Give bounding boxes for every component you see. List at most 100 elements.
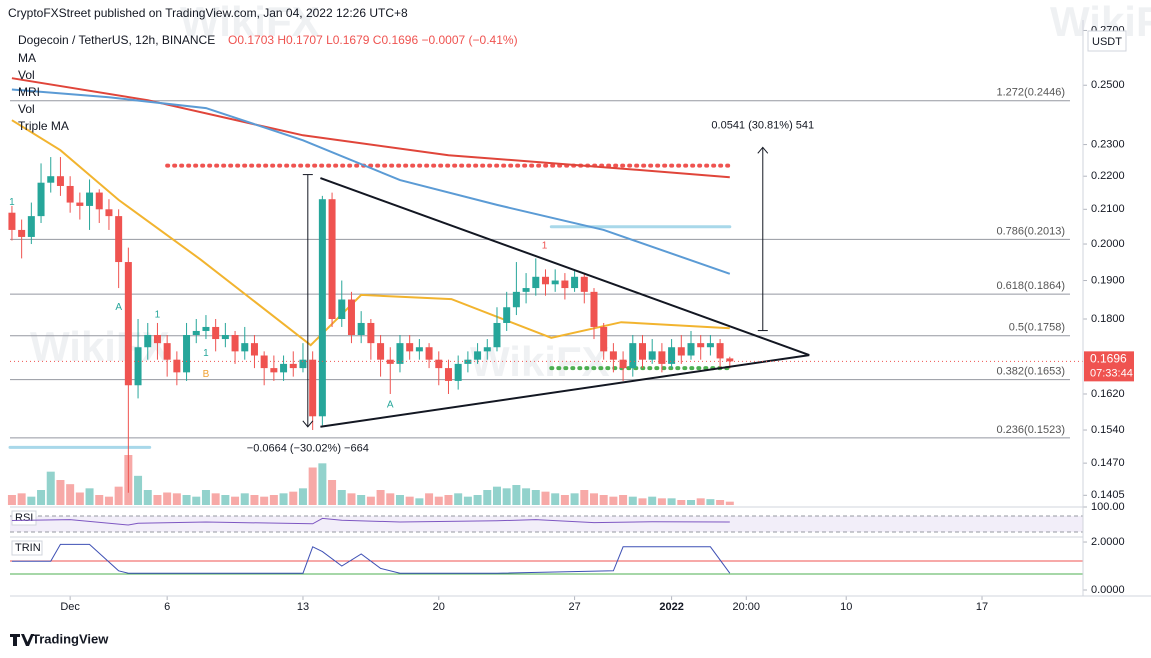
y-tick-label: 0.1405 (1091, 489, 1125, 501)
ohlc-legend: O0.1703 H0.1707 L0.1679 C0.1696 −0.0007 … (228, 33, 518, 47)
volume-bar (347, 493, 356, 505)
panel-label-box (11, 540, 43, 556)
candle-body (202, 326, 210, 331)
volume-bar (143, 490, 152, 505)
candle-body (600, 326, 608, 352)
candle-body (706, 343, 714, 348)
volume-bar (541, 491, 550, 505)
volume-bar (551, 493, 560, 505)
marker: B (203, 369, 210, 380)
volume-bar (716, 500, 725, 505)
watermark: WikiFX (180, 0, 320, 45)
volume-bar (473, 495, 482, 505)
candle-body (86, 192, 94, 206)
currency: USDT (1092, 36, 1122, 48)
volume-bar (318, 463, 327, 505)
candle-body (76, 202, 84, 206)
y-tick-label: 100.00 (1091, 501, 1125, 513)
candle-body (260, 355, 268, 369)
candle-body (522, 288, 530, 292)
last-price-box (1084, 351, 1134, 382)
volume-bar (405, 496, 414, 505)
candle-body (483, 347, 491, 352)
volume-bar (444, 495, 453, 505)
candle-body (444, 368, 452, 381)
fib-label: 0.618(0.1864) (997, 280, 1066, 292)
chart-title: Dogecoin / TetherUS, 12h, BINANCE (18, 33, 215, 47)
volume-bar (328, 480, 337, 505)
volume-bar (163, 492, 172, 505)
candle-body (425, 347, 433, 360)
volume-bar (434, 496, 443, 505)
candle-body (541, 276, 549, 285)
volume-bar (415, 498, 424, 505)
volume-bar (667, 498, 676, 505)
candle-body (37, 182, 45, 217)
volume-bar (454, 493, 463, 505)
y-tick-label: 0.2500 (1091, 79, 1125, 91)
candle-body (309, 359, 317, 417)
candle-body (726, 358, 734, 362)
candle-body (56, 176, 64, 186)
candle-body (347, 299, 355, 335)
candle-body (532, 276, 540, 289)
rsi-band (10, 516, 1083, 532)
volume-bar (260, 496, 269, 505)
trin-line (11, 543, 731, 574)
candle-body (435, 359, 443, 369)
candle-body (493, 322, 501, 348)
y-tick-label: 0.1470 (1091, 457, 1125, 469)
volume-bar (648, 496, 657, 505)
candle-body (512, 291, 520, 308)
candle-body (241, 343, 249, 352)
volume-bar (27, 496, 36, 505)
candle-body (658, 351, 666, 364)
indicator-name: Triple MA (18, 119, 69, 133)
moving-average (11, 77, 730, 179)
volume-bar (37, 490, 46, 505)
candle-body (280, 363, 288, 373)
fib-label: 0.5(0.1758) (1009, 322, 1065, 334)
candle-body (377, 343, 385, 360)
volume-bar (211, 493, 220, 505)
candle-body (105, 209, 113, 217)
volume-bar (66, 484, 75, 505)
volume-bar (172, 493, 181, 505)
candle-body (590, 291, 598, 327)
candle-body (396, 343, 404, 364)
volume-bar (114, 486, 123, 505)
measure-arrow (757, 146, 769, 154)
volume-bar (638, 498, 647, 505)
candle-body (357, 322, 365, 335)
volume-bar (570, 493, 579, 505)
y-tick-label: 0.1900 (1091, 274, 1125, 286)
volume-bar (104, 496, 113, 505)
moving-average (11, 119, 730, 347)
volume-bar (17, 493, 26, 505)
volume-bar (492, 486, 501, 505)
y-tick-label: 0.2700 (1091, 24, 1125, 36)
candle-body (173, 359, 181, 373)
candle-body (153, 334, 161, 344)
candle-body (163, 343, 171, 360)
plot-layer: WikiFXWikiFXWikiFXWikiFX0.27000.25000.23… (7, 0, 1151, 613)
volume-bar (686, 500, 695, 505)
volume-bar (580, 490, 589, 505)
volume-bar (512, 485, 521, 505)
volume-bar (221, 495, 230, 505)
volume-bar (677, 500, 686, 505)
candle-body (406, 343, 414, 352)
volume-bar (725, 501, 734, 505)
candle-body (328, 199, 336, 320)
candle-body (318, 199, 326, 417)
header: CryptoFXStreet published on TradingView.… (8, 6, 408, 20)
volume-bar (75, 492, 84, 505)
volume-bar (386, 493, 395, 505)
y-tick-label: 0.2200 (1091, 170, 1125, 182)
candle-body (27, 216, 35, 237)
volume-bar (531, 490, 540, 505)
candle-body (221, 334, 229, 340)
candle-body (464, 359, 472, 364)
candle-body (551, 280, 559, 285)
